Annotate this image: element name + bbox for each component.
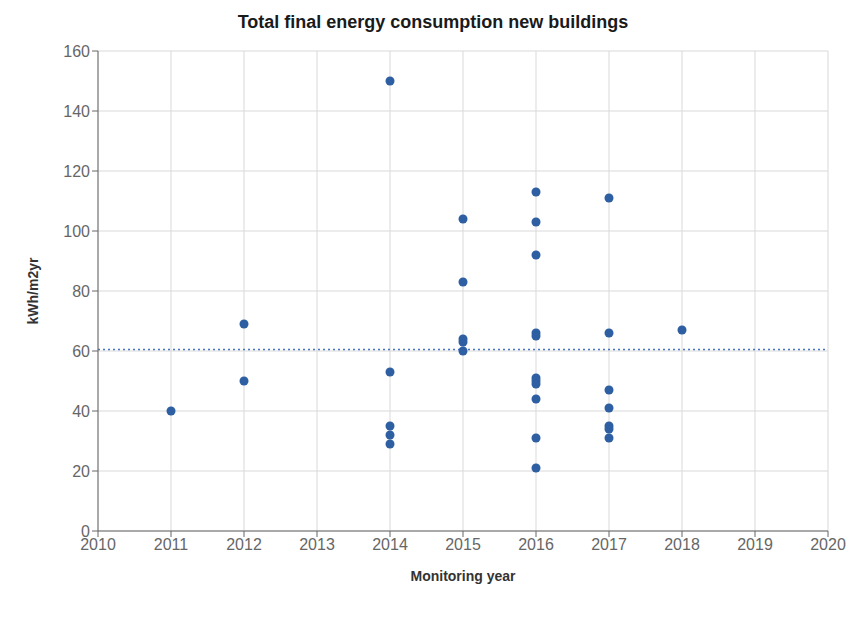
svg-text:0: 0 <box>81 523 90 540</box>
svg-text:120: 120 <box>63 163 90 180</box>
svg-text:60: 60 <box>72 343 90 360</box>
svg-text:160: 160 <box>63 43 90 60</box>
html-text:Total final energy consumption: Total final energy consumption new build… <box>237 12 629 32</box>
svg-text:2018: 2018 <box>664 536 700 553</box>
svg-text:2013: 2013 <box>299 536 335 553</box>
svg-text:2010: 2010 <box>80 536 116 554</box>
svg-text:Monitoring year: Monitoring year <box>410 568 516 584</box>
svg-text:2012: 2012 <box>226 536 262 553</box>
svg-text:2011: 2011 <box>154 536 189 553</box>
svg-text:40: 40 <box>72 403 90 420</box>
svg-text:80: 80 <box>72 283 90 300</box>
svg-text:140: 140 <box>63 103 90 120</box>
svg-text:2020: 2020 <box>810 536 846 553</box>
svg-text:2015: 2015 <box>445 536 481 553</box>
svg-text:20: 20 <box>72 463 90 480</box>
svg-text:100: 100 <box>63 223 90 240</box>
svg-text:kWh/m2yr: kWh/m2yr <box>25 257 41 324</box>
svg-text:2019: 2019 <box>737 536 773 553</box>
svg-text:2017: 2017 <box>591 536 627 553</box>
svg-text:2016: 2016 <box>518 536 554 553</box>
svg-text:2014: 2014 <box>372 536 408 553</box>
